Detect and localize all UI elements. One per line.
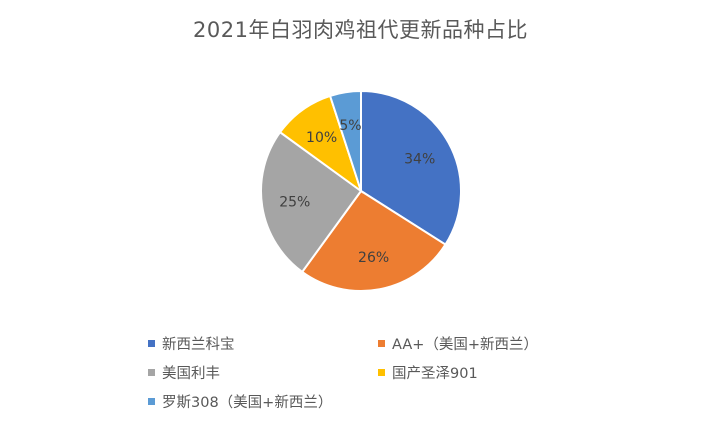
legend-swatch: [148, 340, 155, 347]
chart-title: 2021年白羽肉鸡祖代更新品种占比: [193, 18, 528, 42]
legend-swatch: [148, 369, 155, 376]
data-label: 10%: [306, 130, 337, 146]
data-label: 34%: [404, 152, 435, 168]
legend-item-lifeng: 美国利丰: [148, 362, 220, 383]
slice-aa-plus: [300, 189, 447, 292]
legend-label: 新西兰科宝: [162, 337, 235, 353]
slice-ross308: [328, 89, 362, 192]
legend-swatch: [378, 340, 385, 347]
legend-label: AA+（美国+新西兰）: [392, 337, 539, 353]
legend-label: 国产圣泽901: [392, 366, 478, 382]
legend-item-shengze901: 国产圣泽901: [378, 362, 478, 383]
legend-swatch: [378, 369, 385, 376]
legend-item-ross308: 罗斯308（美国+新西兰）: [148, 391, 332, 412]
data-label: 5%: [339, 118, 361, 134]
legend-swatch: [148, 398, 155, 405]
legend-item-aa-plus: AA+（美国+新西兰）: [378, 333, 538, 354]
data-label: 26%: [358, 250, 389, 266]
legend-item-kebao: 新西兰科宝: [148, 333, 235, 354]
legend-label: 美国利丰: [162, 366, 220, 382]
slice-lifeng: [260, 130, 363, 274]
legend-label: 罗斯308（美国+新西兰）: [162, 395, 333, 411]
data-label: 25%: [279, 195, 310, 211]
